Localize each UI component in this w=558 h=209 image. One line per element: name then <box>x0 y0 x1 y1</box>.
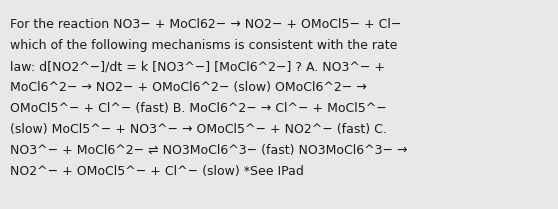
Text: For the reaction NO3− + MoCl62− → NO2− + OMoCl5− + Cl−: For the reaction NO3− + MoCl62− → NO2− +… <box>10 18 401 31</box>
Text: (slow) MoCl5^− + NO3^− → OMoCl5^− + NO2^− (fast) C.: (slow) MoCl5^− + NO3^− → OMoCl5^− + NO2^… <box>10 123 387 136</box>
Text: OMoCl5^− + Cl^− (fast) B. MoCl6^2− → Cl^− + MoCl5^−: OMoCl5^− + Cl^− (fast) B. MoCl6^2− → Cl^… <box>10 102 387 115</box>
Text: MoCl6^2− → NO2− + OMoCl6^2− (slow) OMoCl6^2− →: MoCl6^2− → NO2− + OMoCl6^2− (slow) OMoCl… <box>10 81 367 94</box>
Text: law: d[NO2^−]/dt = k [NO3^−] [MoCl6^2−] ? A. NO3^− +: law: d[NO2^−]/dt = k [NO3^−] [MoCl6^2−] … <box>10 60 385 73</box>
Text: NO3^− + MoCl6^2− ⇌ NO3MoCl6^3− (fast) NO3MoCl6^3− →: NO3^− + MoCl6^2− ⇌ NO3MoCl6^3− (fast) NO… <box>10 144 407 157</box>
Text: which of the following mechanisms is consistent with the rate: which of the following mechanisms is con… <box>10 39 397 52</box>
Text: NO2^− + OMoCl5^− + Cl^− (slow) *See IPad: NO2^− + OMoCl5^− + Cl^− (slow) *See IPad <box>10 165 304 178</box>
